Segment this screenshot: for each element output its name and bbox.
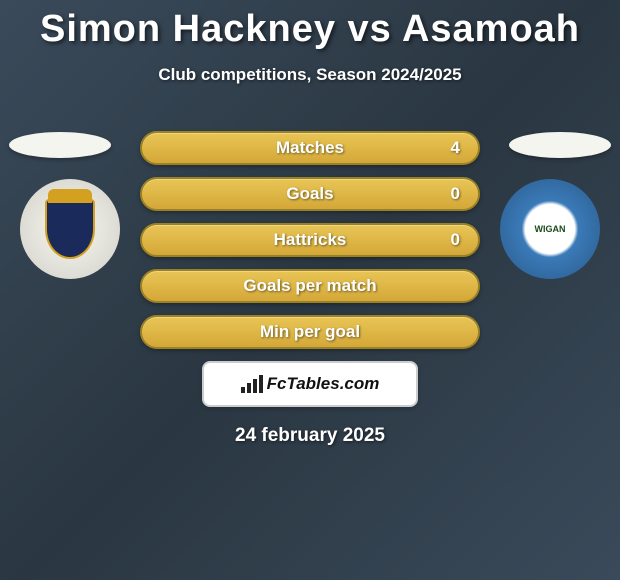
stat-label: Goals xyxy=(286,184,333,204)
stat-bar-goals: Goals 0 xyxy=(140,177,480,211)
stat-bar-matches: Matches 4 xyxy=(140,131,480,165)
stat-label: Matches xyxy=(276,138,344,158)
stockport-crest-icon xyxy=(45,199,95,259)
page-subtitle: Club competitions, Season 2024/2025 xyxy=(0,65,620,85)
right-player-ellipse xyxy=(509,132,611,158)
stat-value: 0 xyxy=(451,230,460,250)
left-club-logo xyxy=(20,179,120,279)
stat-bars: Matches 4 Goals 0 Hattricks 0 Goals per … xyxy=(140,131,480,349)
right-club-logo: WIGAN xyxy=(500,179,600,279)
stat-label: Goals per match xyxy=(243,276,376,296)
site-brand-text: FcTables.com xyxy=(267,374,380,394)
comparison-content: WIGAN Matches 4 Goals 0 Hattricks 0 Goal… xyxy=(0,131,620,447)
stat-bar-hattricks: Hattricks 0 xyxy=(140,223,480,257)
stat-bar-goals-per-match: Goals per match xyxy=(140,269,480,303)
stat-label: Hattricks xyxy=(274,230,347,250)
stat-label: Min per goal xyxy=(260,322,360,342)
fctables-logo: FcTables.com xyxy=(241,374,380,394)
stat-value: 4 xyxy=(451,138,460,158)
date-text: 24 february 2025 xyxy=(0,425,620,447)
stat-value: 0 xyxy=(451,184,460,204)
site-brand-box: FcTables.com xyxy=(202,361,418,407)
left-player-ellipse xyxy=(9,132,111,158)
wigan-crest-icon: WIGAN xyxy=(527,206,573,252)
page-title: Simon Hackney vs Asamoah xyxy=(0,0,620,51)
stat-bar-min-per-goal: Min per goal xyxy=(140,315,480,349)
bar-chart-icon xyxy=(241,375,263,393)
